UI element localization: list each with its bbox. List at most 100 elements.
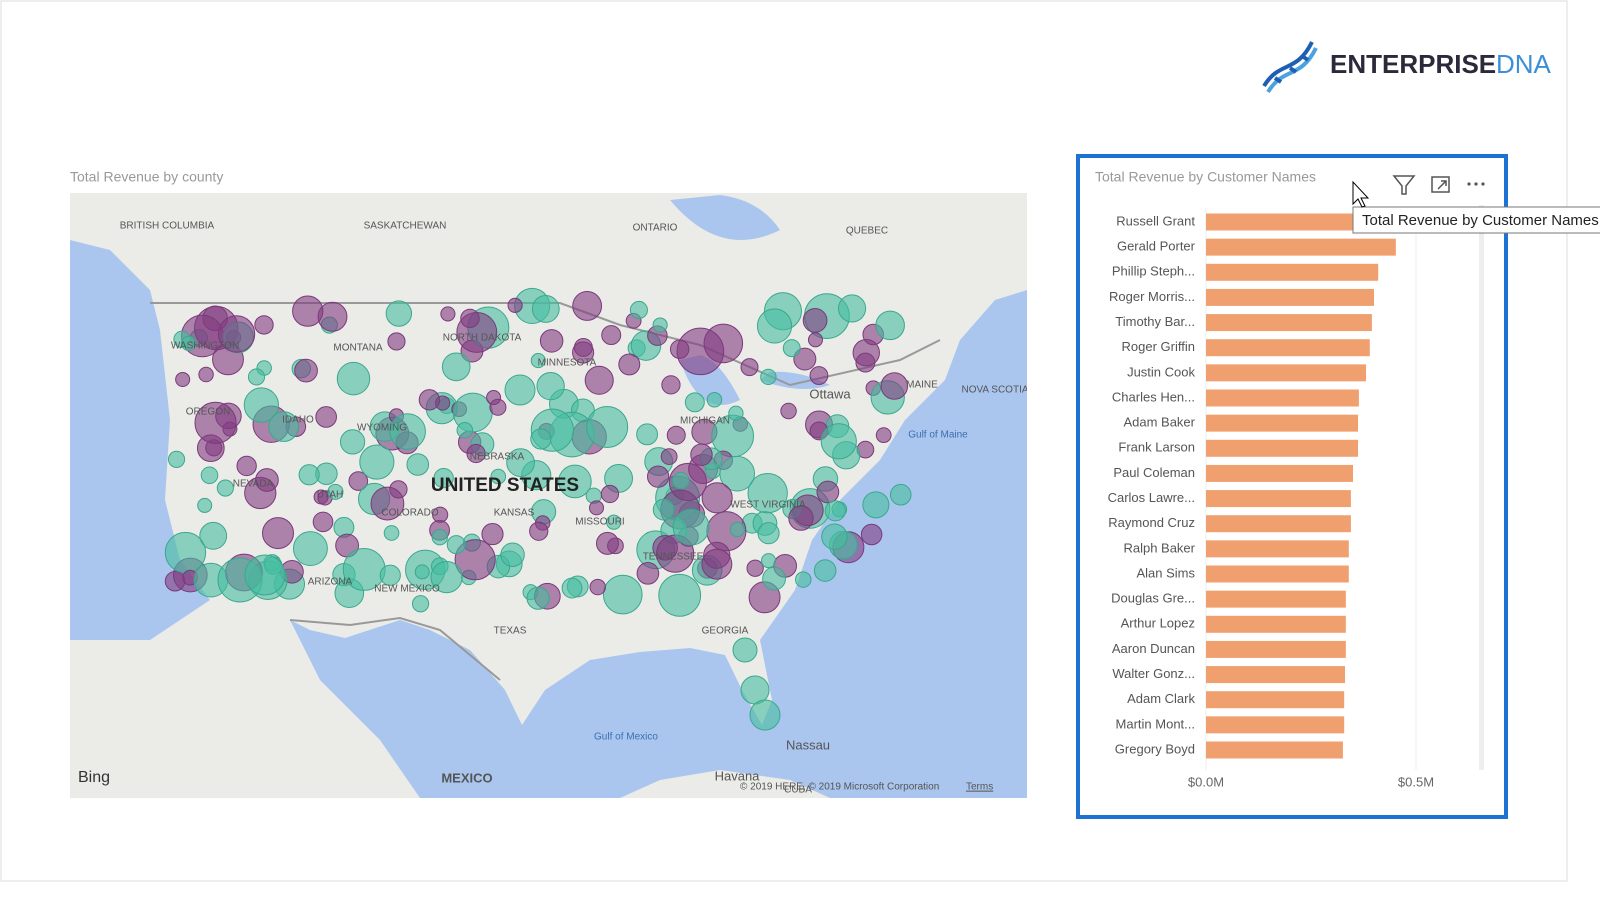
map-bubble — [198, 366, 214, 383]
map-bubble — [526, 586, 550, 610]
map-label: ARIZONA — [308, 577, 353, 588]
bar — [1206, 691, 1345, 709]
map-bubble — [740, 358, 759, 377]
map-bubble — [175, 371, 191, 388]
bar — [1206, 490, 1351, 508]
map: BRITISH COLUMBIA SASKATCHEWAN ONTARIO QUEBE… — [70, 193, 1027, 798]
map-bubble — [194, 401, 237, 444]
map-bubble — [489, 398, 507, 416]
map-bubble — [539, 329, 564, 353]
map-bubble — [602, 574, 643, 615]
map-bubble — [298, 464, 320, 486]
map-bubble — [255, 468, 279, 492]
map-bubble — [312, 511, 334, 533]
map-label: MAINE — [906, 380, 938, 391]
map-bubble — [414, 564, 430, 580]
map-bubble — [561, 577, 583, 599]
map-bubble — [732, 637, 758, 663]
map-bubble — [339, 429, 366, 455]
map-bubble — [880, 372, 909, 400]
map-label: COLORADO — [381, 508, 438, 519]
map-terms[interactable]: Terms — [966, 782, 993, 793]
y-tick-label: Carlos Lawre... — [1108, 490, 1195, 505]
y-tick-label: Charles Hen... — [1112, 389, 1195, 404]
bar — [1206, 515, 1351, 533]
map-bubble — [243, 387, 280, 423]
scrollbar[interactable] — [1479, 205, 1484, 770]
focus-icon[interactable] — [1431, 176, 1450, 193]
map-bubble — [793, 347, 817, 371]
bar — [1206, 238, 1396, 256]
map-bubble — [875, 310, 905, 341]
map-bubble — [652, 317, 668, 333]
map-bubble — [684, 392, 705, 413]
y-tick-label: Gregory Boyd — [1115, 741, 1195, 756]
map-bubble — [217, 315, 256, 353]
map-bubble — [816, 480, 840, 504]
map-bubble — [672, 508, 710, 546]
cursor — [1352, 180, 1370, 208]
map-bubble — [795, 571, 812, 588]
y-tick-label: Walter Gonz... — [1112, 666, 1195, 681]
map-bubble — [370, 486, 405, 521]
more-options[interactable] — [1467, 182, 1485, 186]
map-bubble — [756, 308, 793, 344]
map-bubble — [601, 325, 622, 346]
map-bubble — [672, 471, 690, 490]
map-bubble — [262, 517, 295, 550]
map-bubble — [889, 483, 912, 506]
bar — [1206, 339, 1370, 357]
y-tick-label: Justin Cook — [1127, 364, 1195, 379]
map-label: UNITED STATES — [431, 475, 579, 496]
map-label: MISSOURI — [575, 517, 624, 528]
filter-icon[interactable] — [1392, 175, 1416, 195]
map-bubble — [837, 294, 867, 323]
map-label: Nassau — [786, 737, 830, 752]
map-bubble — [466, 443, 486, 464]
map-bubble — [294, 358, 318, 383]
map-bubble — [824, 500, 846, 522]
map-label: GEORGIA — [702, 626, 749, 637]
map-bubble — [530, 353, 546, 369]
map-bubble — [440, 306, 456, 322]
map-title: Total Revenue by county — [70, 169, 223, 185]
map-bubble — [747, 472, 788, 514]
map-bubble — [446, 535, 466, 555]
bar — [1206, 263, 1379, 281]
map-label: BRITISH COLUMBIA — [120, 221, 215, 232]
map-label: MINNESOTA — [538, 358, 597, 369]
map-bubble — [660, 448, 678, 466]
map-bubble — [506, 448, 535, 477]
map-bubble — [807, 332, 824, 348]
bubbles — [164, 287, 912, 731]
map-bubble — [690, 443, 713, 466]
map-copyright: © 2019 HERE, © 2019 Microsoft Corporatio… — [740, 782, 939, 793]
bar-title: Total Revenue by Customer Names — [1095, 169, 1316, 185]
map-bubble — [481, 523, 504, 546]
map-bubble — [500, 542, 525, 567]
bar — [1206, 615, 1346, 633]
map-bubble — [652, 498, 675, 521]
map-bubble — [760, 368, 777, 385]
visual-header-icons — [1392, 175, 1450, 195]
map-bubble — [292, 531, 328, 567]
map-bubble — [852, 339, 880, 367]
map-label: IDAHO — [282, 415, 314, 426]
border — [289, 616, 501, 681]
bar — [1206, 464, 1353, 482]
bar — [1206, 314, 1372, 332]
map-bubble — [762, 566, 786, 591]
bing-logo: Bing — [78, 769, 110, 786]
map-bubble — [167, 450, 186, 468]
y-tick-label: Martin Mont... — [1116, 716, 1195, 731]
map-bubble — [629, 300, 648, 320]
map-bubble — [164, 531, 207, 574]
map-bubble — [379, 564, 401, 586]
y-tick-label: Raymond Cruz — [1108, 515, 1195, 530]
map-label: UTAH — [317, 490, 343, 501]
y-tick-label: Frank Larson — [1118, 440, 1195, 455]
map-bubble — [315, 406, 337, 428]
map-label: KANSAS — [494, 508, 535, 519]
map-label: MEXICO — [441, 770, 492, 785]
